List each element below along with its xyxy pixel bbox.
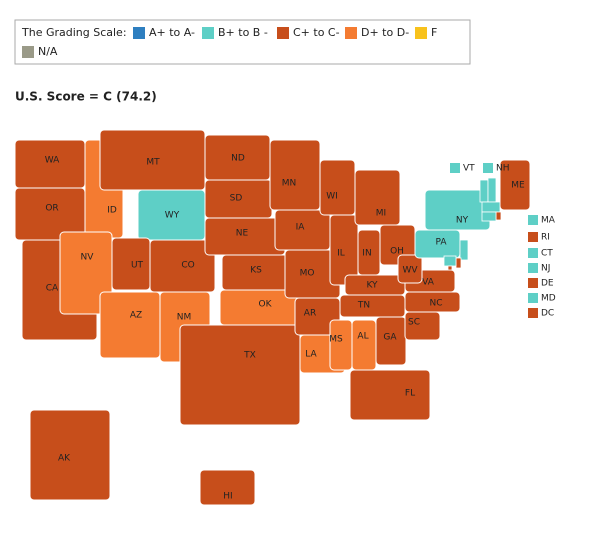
state-label: TN — [357, 301, 370, 311]
state-label: MO — [300, 269, 315, 279]
small-state — [443, 255, 457, 267]
legend-label: B+ to B - — [218, 26, 268, 39]
legend-swatch — [415, 27, 427, 39]
callout-swatch — [528, 215, 538, 225]
small-state — [479, 179, 489, 203]
callout-label: MA — [541, 216, 556, 226]
legend-label: N/A — [38, 45, 58, 58]
state — [354, 169, 401, 226]
callout-label: NJ — [541, 264, 550, 274]
state-label: VA — [422, 278, 435, 288]
state — [319, 159, 356, 216]
state — [329, 319, 353, 371]
state-label: IN — [362, 249, 371, 259]
state — [29, 409, 111, 501]
state-label: WI — [326, 192, 338, 202]
legend-title: The Grading Scale: — [21, 26, 127, 39]
small-state — [495, 211, 502, 221]
state-label: OK — [259, 300, 273, 310]
state — [375, 316, 407, 366]
state-label: NM — [177, 313, 192, 323]
state-label: CO — [181, 261, 194, 271]
state-label: MI — [376, 209, 386, 219]
state — [499, 159, 531, 211]
small-state — [459, 239, 469, 261]
state-label: NC — [429, 299, 442, 309]
state-label: KS — [250, 266, 262, 276]
state-label: NV — [81, 253, 95, 263]
state-label: KY — [366, 281, 378, 291]
state-label: AK — [58, 454, 71, 464]
callout-label: VT — [463, 164, 475, 174]
state-label: AZ — [130, 311, 142, 321]
callout-label: DC — [541, 309, 554, 319]
state-label: NY — [456, 216, 469, 226]
legend-swatch — [202, 27, 214, 39]
small-state — [455, 257, 462, 269]
callout-swatch — [528, 248, 538, 258]
state — [349, 369, 431, 421]
legend-label: C+ to C- — [293, 26, 340, 39]
callout-swatch — [450, 163, 460, 173]
state-label: ID — [107, 206, 117, 216]
state-label: IA — [296, 223, 306, 233]
state-label: GA — [383, 333, 397, 343]
small-state — [487, 177, 497, 203]
small-state — [481, 201, 501, 213]
callout-swatch — [528, 263, 538, 273]
state-label: ME — [511, 181, 525, 191]
state-label: WV — [402, 266, 418, 276]
callout-swatch — [528, 308, 538, 318]
state — [351, 319, 377, 371]
state-label: IL — [337, 249, 345, 259]
state-label: NE — [236, 229, 249, 239]
callout-label: RI — [541, 233, 550, 243]
state — [397, 254, 423, 284]
state-label: SC — [408, 318, 420, 328]
state-label: OH — [390, 247, 404, 257]
state-label: MT — [146, 158, 160, 168]
legend-box — [14, 19, 471, 65]
callout-label: NH — [496, 164, 510, 174]
state-label: HI — [223, 492, 232, 502]
legend-swatch — [277, 27, 289, 39]
legend-label: F — [431, 26, 437, 39]
state-label: MS — [329, 335, 343, 345]
state-label: SD — [230, 194, 243, 204]
state-label: MN — [282, 179, 297, 189]
state — [269, 139, 321, 211]
state-label: AL — [357, 332, 368, 342]
state-label: OR — [45, 204, 58, 214]
state-label: PA — [435, 238, 447, 248]
state-label: UT — [131, 261, 144, 271]
legend-swatch — [22, 46, 34, 58]
state-label: FL — [405, 389, 415, 399]
state-label: WY — [165, 211, 180, 221]
small-state — [447, 265, 453, 271]
state-label: WA — [45, 156, 60, 166]
callout-label: MD — [541, 294, 556, 304]
state — [199, 469, 256, 506]
legend-label: A+ to A- — [149, 26, 195, 39]
legend-label: D+ to D- — [361, 26, 409, 39]
legend-swatch — [133, 27, 145, 39]
small-state — [481, 211, 497, 222]
callout-label: DE — [541, 279, 554, 289]
state-label: ND — [231, 154, 245, 164]
state-label: TX — [243, 351, 256, 361]
legend-swatch — [345, 27, 357, 39]
state-label: CA — [46, 284, 59, 294]
state-label: AR — [304, 309, 316, 319]
callout-swatch — [528, 278, 538, 288]
score-title: U.S. Score = C (74.2) — [15, 90, 157, 104]
state-label: LA — [305, 350, 317, 360]
state — [339, 294, 406, 318]
callout-label: CT — [541, 249, 553, 259]
callout-swatch — [528, 232, 538, 242]
state — [179, 324, 301, 426]
callout-swatch — [483, 163, 493, 173]
callout-swatch — [528, 293, 538, 303]
state — [99, 291, 161, 359]
